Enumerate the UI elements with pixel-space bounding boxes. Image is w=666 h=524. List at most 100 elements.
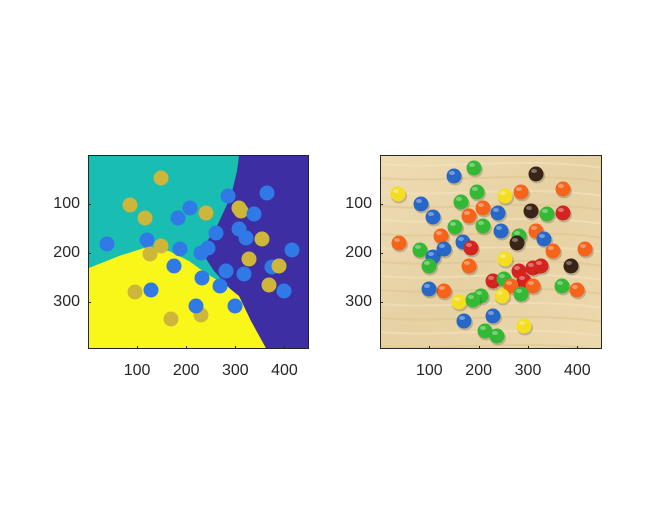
x-tick-mark [186, 346, 188, 349]
segment-dot-blue [166, 258, 182, 274]
y-tick-mark [380, 253, 383, 255]
candy-red [463, 240, 480, 258]
candy-orange [555, 181, 572, 199]
candy-green [412, 242, 429, 260]
wood-grain-line [381, 301, 601, 309]
segment-dot-blue [218, 263, 234, 279]
x-tick-label: 400 [563, 362, 591, 379]
segment-dot-blue [227, 298, 243, 314]
x-tick-label: 300 [514, 362, 542, 379]
y-tick-label: 300 [345, 293, 372, 311]
segment-dot-mustard [231, 200, 247, 216]
left-plot-area [88, 155, 309, 349]
candy-blue [446, 168, 463, 186]
candy-yellow [516, 318, 533, 336]
candy-orange [513, 184, 530, 202]
segment-dot-blue [143, 282, 159, 298]
candy-green [539, 206, 556, 224]
y-tick-label: 200 [345, 244, 372, 262]
y-tick-mark [88, 253, 91, 255]
segment-dot-blue [188, 298, 204, 314]
segment-dot-mustard [271, 258, 287, 274]
candy-green [453, 194, 470, 212]
segment-dot-blue [236, 266, 252, 282]
right-plot-area [380, 155, 602, 349]
y-tick-mark [380, 204, 383, 206]
candy-orange [525, 278, 542, 296]
x-tick-label: 400 [271, 362, 298, 379]
segment-dot-blue [212, 278, 228, 294]
segment-dot-blue [220, 188, 236, 204]
segment-dot-blue [238, 230, 254, 246]
segment-dot-blue [99, 236, 115, 252]
wood-grain-line [381, 175, 601, 183]
candy-orange [545, 243, 562, 261]
x-tick-mark [429, 346, 431, 349]
candy-blue [490, 205, 507, 223]
y-tick-mark [88, 302, 91, 304]
candy-green [465, 292, 482, 310]
candy-orange [577, 241, 594, 259]
candy-green [421, 258, 438, 276]
segment-dot-blue [276, 283, 292, 299]
segmented-image [89, 156, 308, 348]
segment-dot-mustard [254, 231, 270, 247]
candy-red [533, 258, 550, 276]
segment-dot-mustard [163, 311, 179, 327]
candy-orange [461, 208, 478, 226]
x-tick-label: 100 [415, 362, 443, 379]
segment-dot-blue [139, 232, 155, 248]
x-tick-mark [478, 346, 480, 349]
segment-dot-mustard [122, 197, 138, 213]
candy-brown [523, 203, 540, 221]
candy-blue [493, 223, 510, 241]
candy-green [554, 278, 571, 296]
segment-dot-mustard [261, 277, 277, 293]
x-tick-label: 200 [465, 362, 492, 379]
segment-dot-mustard [153, 238, 169, 254]
candies [390, 160, 594, 346]
candy-yellow [494, 288, 511, 306]
y-tick-mark [88, 204, 91, 206]
wood-grain-line [381, 245, 601, 253]
x-tick-mark [577, 346, 579, 349]
candy-orange [391, 235, 408, 253]
x-tick-label: 300 [221, 362, 249, 379]
segment-dot-blue [246, 206, 262, 222]
candy-green [513, 286, 530, 304]
candy-green [469, 184, 486, 202]
candy-orange [433, 228, 450, 246]
candy-orange [461, 258, 478, 276]
x-tick-mark [137, 346, 139, 349]
candy-green [489, 328, 506, 346]
x-tick-mark [284, 346, 286, 349]
candy-blue [485, 308, 502, 326]
segment-dot-blue [259, 185, 275, 201]
segment-dot-mustard [241, 251, 257, 267]
wood-grain-line [381, 343, 596, 348]
candy-orange [569, 282, 586, 300]
segment-dot-blue [170, 210, 186, 226]
candy-blue [456, 313, 473, 331]
segment-dot-blue [284, 242, 300, 258]
y-tick-label: 100 [345, 195, 372, 213]
navy-region [201, 156, 308, 348]
candy-yellow [497, 251, 514, 269]
candy-yellow [390, 186, 407, 204]
candy-blue [436, 241, 453, 259]
wood-grain-line [381, 231, 601, 239]
candy-brown [528, 166, 545, 184]
wood-grain-line [381, 273, 601, 281]
candy-blue [413, 196, 430, 214]
segment-dot-blue [200, 240, 216, 256]
y-tick-label: 300 [53, 293, 80, 311]
candies-photo [381, 156, 601, 348]
yellow-region [89, 248, 266, 348]
candy-brown [509, 235, 526, 253]
segment-dot-mustard [142, 246, 158, 262]
segment-dot-blue [172, 241, 188, 257]
segment-dot-mustard [127, 284, 143, 300]
candy-orange [475, 200, 492, 218]
wood-grain-line [381, 161, 601, 169]
candy-blue [421, 281, 438, 299]
